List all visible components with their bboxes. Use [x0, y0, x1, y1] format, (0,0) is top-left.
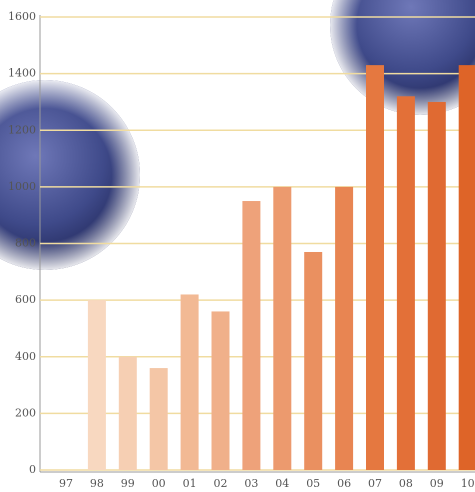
x-tick-label: 09 — [430, 477, 444, 490]
bar — [458, 65, 475, 470]
bar — [242, 201, 261, 470]
y-tick-label: 0 — [29, 463, 36, 476]
x-tick-label: 08 — [399, 477, 413, 490]
bar — [427, 101, 446, 470]
x-tick-label: 05 — [306, 477, 320, 490]
x-tick-label: 04 — [275, 477, 289, 490]
bar — [366, 65, 384, 470]
x-tick-label: 06 — [337, 477, 351, 490]
x-tick-label: 07 — [368, 477, 382, 490]
bar — [118, 356, 137, 470]
x-tick-label: 97 — [59, 477, 73, 490]
bar — [304, 251, 323, 470]
x-tick-label: 99 — [121, 477, 135, 490]
y-tick-label: 600 — [15, 293, 36, 306]
bar — [211, 311, 230, 470]
bar — [273, 186, 292, 470]
bar — [180, 294, 199, 470]
bar — [149, 368, 168, 470]
y-tick-label: 1400 — [8, 67, 36, 80]
x-tick-label: 00 — [152, 477, 166, 490]
y-tick-label: 1600 — [8, 10, 36, 23]
blueberry-left-fade — [0, 80, 140, 270]
bar — [335, 186, 354, 470]
y-tick-label: 1200 — [8, 123, 36, 136]
y-tick-label: 1000 — [8, 180, 36, 193]
x-tick-label: 01 — [183, 477, 197, 490]
y-tick-label: 800 — [15, 237, 36, 250]
x-tick-label: 10 — [461, 477, 475, 490]
bar — [87, 300, 106, 470]
bar — [396, 96, 415, 471]
x-tick-label: 03 — [244, 477, 258, 490]
y-tick-label: 400 — [15, 350, 36, 363]
x-tick-label: 98 — [90, 477, 104, 490]
y-tick-label: 200 — [15, 406, 36, 419]
x-tick-label: 02 — [214, 477, 228, 490]
